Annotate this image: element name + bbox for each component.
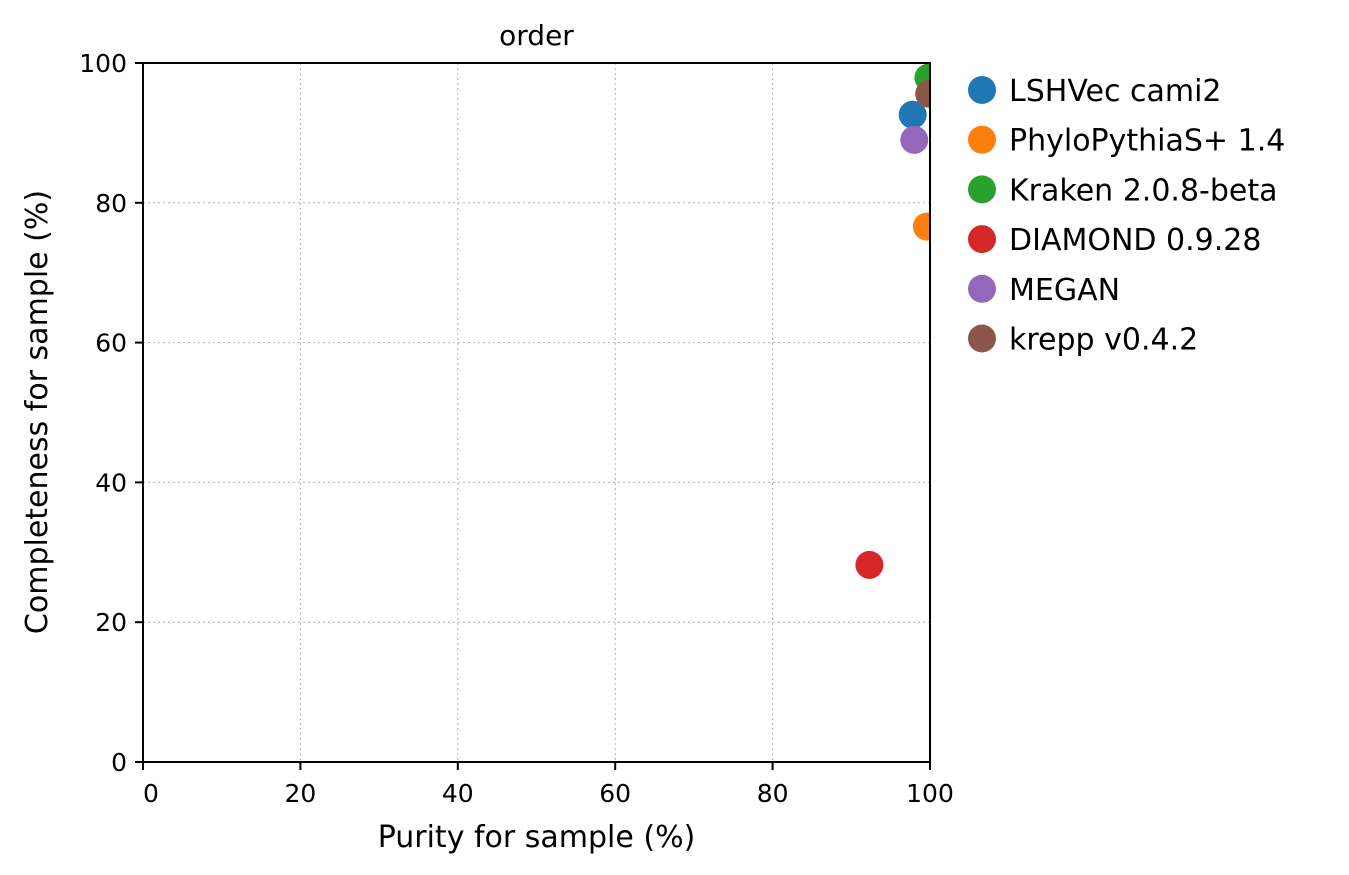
y-tick-label: 60 bbox=[95, 329, 127, 358]
legend-item: DIAMOND 0.9.28 bbox=[968, 223, 1261, 258]
legend-item: MEGAN bbox=[968, 273, 1120, 308]
legend-marker bbox=[968, 274, 996, 303]
data-point-5 bbox=[915, 79, 930, 108]
y-tick-label: 80 bbox=[95, 189, 127, 218]
x-axis-label: Purity for sample (%) bbox=[378, 820, 696, 855]
data-point-1 bbox=[912, 212, 930, 241]
y-tick-label: 40 bbox=[95, 468, 127, 497]
legend-label: Kraken 2.0.8-beta bbox=[1009, 173, 1278, 208]
x-tick-label: 40 bbox=[442, 779, 474, 808]
x-axis-ticks: 0 20 40 60 80 100 bbox=[142, 762, 954, 808]
x-tick-label: 100 bbox=[906, 779, 954, 808]
legend-marker bbox=[968, 175, 996, 204]
grid-lines bbox=[142, 62, 931, 763]
legend-label: DIAMOND 0.9.28 bbox=[1009, 223, 1261, 258]
x-tick-label: 80 bbox=[757, 779, 789, 808]
data-points bbox=[855, 63, 930, 579]
plot-frame bbox=[142, 62, 931, 763]
legend-item: krepp v0.4.2 bbox=[968, 323, 1198, 358]
legend-marker bbox=[968, 76, 996, 104]
y-axis-label: Completeness for sample (%) bbox=[20, 190, 55, 634]
y-tick-label: 20 bbox=[95, 608, 127, 637]
legend-item: PhyloPythiaS+ 1.4 bbox=[968, 124, 1285, 159]
data-point-4 bbox=[900, 125, 929, 154]
x-tick-label: 0 bbox=[143, 779, 159, 808]
data-point-0 bbox=[898, 100, 927, 129]
legend-marker bbox=[968, 324, 996, 353]
legend-label: LSHVec cami2 bbox=[1009, 74, 1222, 109]
legend-item: Kraken 2.0.8-beta bbox=[968, 173, 1278, 208]
legend-marker bbox=[968, 225, 996, 254]
y-tick-label: 0 bbox=[111, 748, 127, 777]
legend: LSHVec cami2 PhyloPythiaS+ 1.4 Kraken 2.0.… bbox=[968, 74, 1285, 358]
y-axis-ticks: 0 20 40 60 80 100 bbox=[79, 49, 143, 777]
data-point-3 bbox=[855, 550, 884, 579]
x-tick-label: 20 bbox=[284, 779, 316, 808]
chart-title: order bbox=[499, 19, 574, 52]
legend-label: krepp v0.4.2 bbox=[1009, 323, 1198, 358]
legend-marker bbox=[968, 125, 996, 154]
x-tick-label: 60 bbox=[599, 779, 631, 808]
legend-label: PhyloPythiaS+ 1.4 bbox=[1009, 124, 1285, 159]
legend-item: LSHVec cami2 bbox=[968, 74, 1222, 109]
y-tick-label: 100 bbox=[79, 49, 127, 78]
legend-label: MEGAN bbox=[1009, 273, 1120, 308]
